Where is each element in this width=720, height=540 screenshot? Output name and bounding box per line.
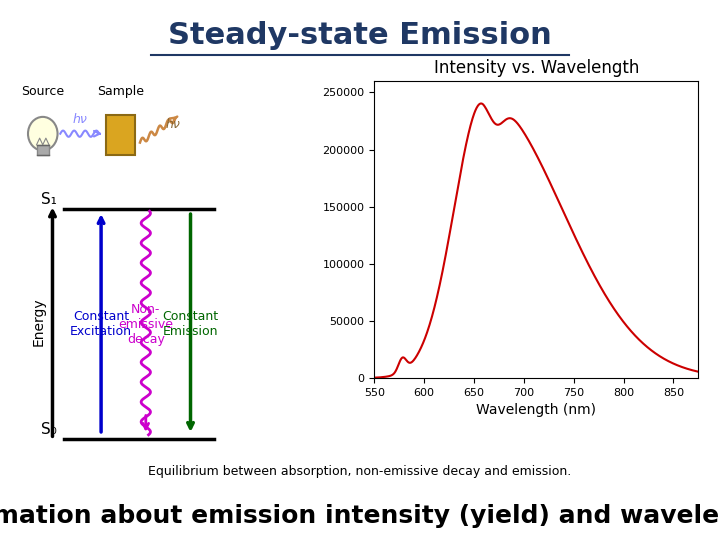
Text: Information about emission intensity (yield) and wavelength.: Information about emission intensity (yi… bbox=[0, 504, 720, 528]
Text: Non-
emissive
decay: Non- emissive decay bbox=[118, 302, 174, 346]
Text: Sample: Sample bbox=[97, 85, 144, 98]
Text: Constant
Excitation: Constant Excitation bbox=[70, 310, 132, 338]
Text: hν: hν bbox=[72, 113, 87, 126]
Bar bbox=[37, 145, 49, 155]
Text: S₀: S₀ bbox=[40, 422, 56, 437]
Text: Source: Source bbox=[21, 85, 64, 98]
X-axis label: Wavelength (nm): Wavelength (nm) bbox=[477, 403, 596, 417]
Text: Energy: Energy bbox=[32, 298, 46, 346]
Circle shape bbox=[28, 117, 58, 151]
Text: Steady-state Emission: Steady-state Emission bbox=[168, 21, 552, 50]
FancyBboxPatch shape bbox=[106, 115, 135, 155]
Text: Constant
Emission: Constant Emission bbox=[163, 310, 219, 338]
Text: hν: hν bbox=[166, 118, 181, 131]
Text: Equilibrium between absorption, non-emissive decay and emission.: Equilibrium between absorption, non-emis… bbox=[148, 465, 572, 478]
Text: S₁: S₁ bbox=[40, 192, 56, 207]
Title: Intensity vs. Wavelength: Intensity vs. Wavelength bbox=[433, 59, 639, 77]
